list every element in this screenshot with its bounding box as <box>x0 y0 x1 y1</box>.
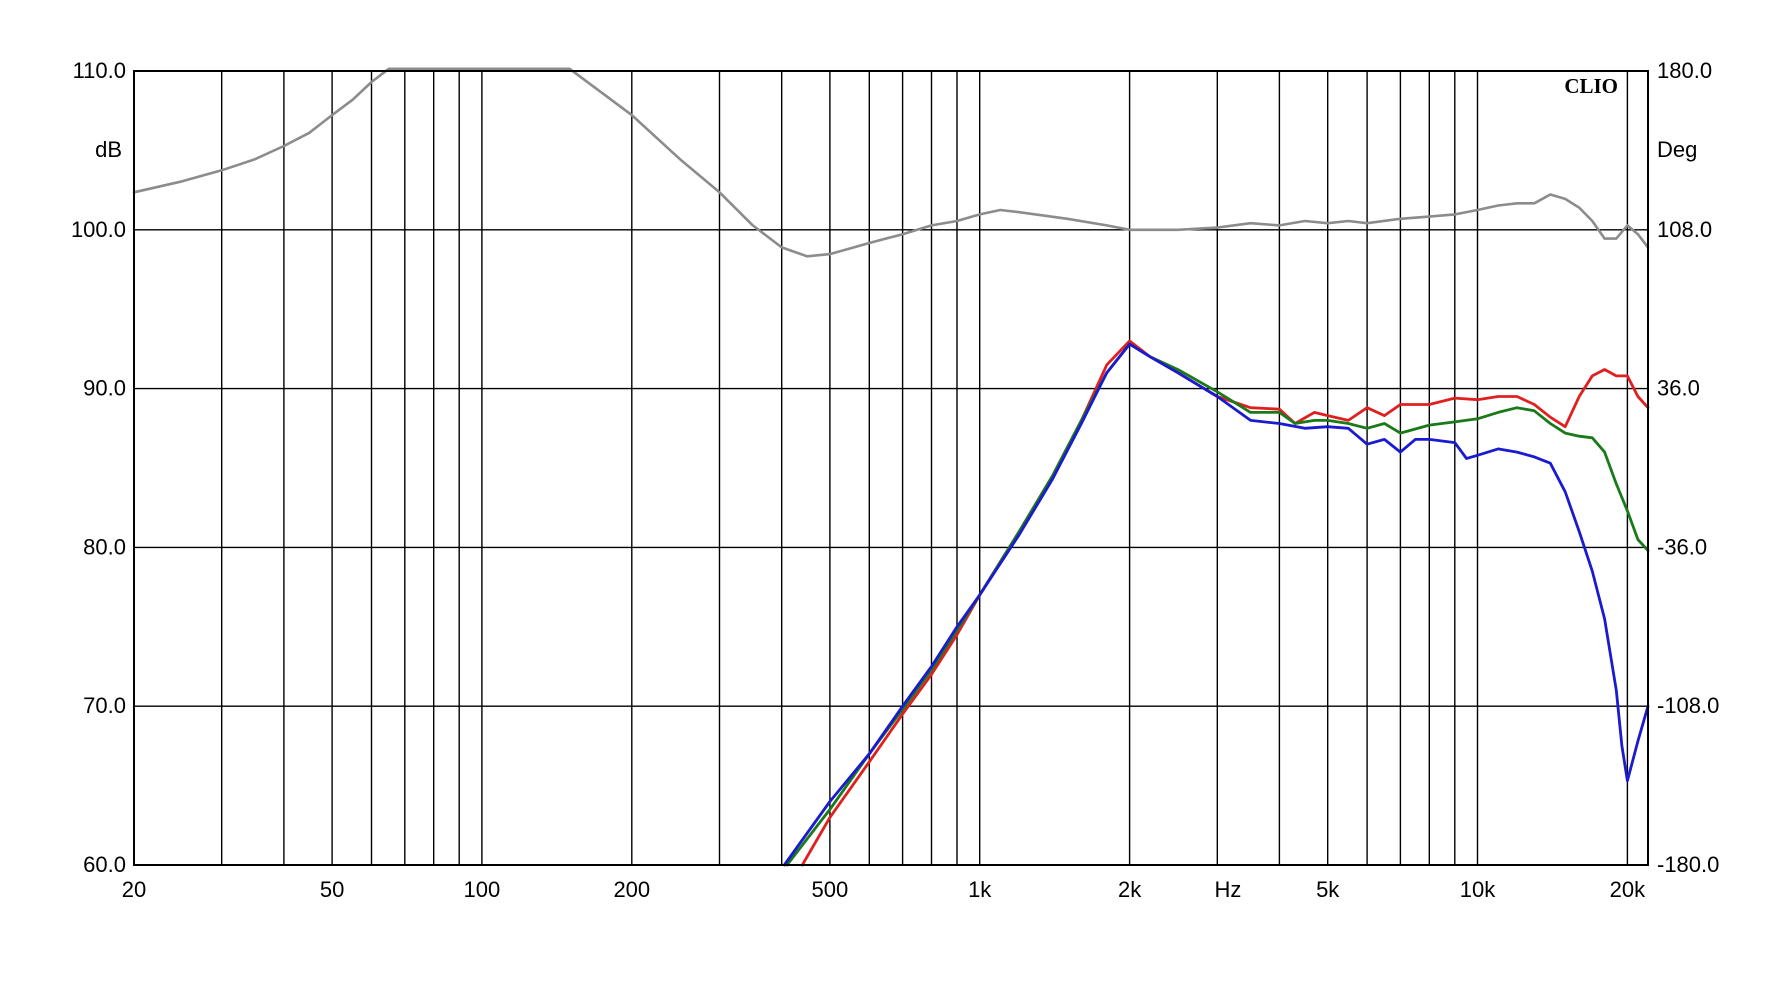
y-left-tick-label: 110.0 <box>73 58 126 83</box>
y-right-tick-label: 36.0 <box>1657 376 1700 401</box>
y-right-tick-label: -36.0 <box>1657 534 1707 559</box>
y-left-tick-label: 100.0 <box>71 217 126 242</box>
y-left-tick-label: 90.0 <box>83 376 126 401</box>
x-tick-label: 20k <box>1610 877 1646 902</box>
x-tick-label: 10k <box>1460 877 1496 902</box>
x-tick-label: 5k <box>1316 877 1340 902</box>
series-group <box>132 67 1650 867</box>
y-left-tick-label: 70.0 <box>83 693 126 718</box>
y-left-unit-label: dB <box>95 137 122 162</box>
y-right-tick-label: 108.0 <box>1657 217 1712 242</box>
x-tick-label: 500 <box>812 877 849 902</box>
y-left-tick-label: 80.0 <box>83 534 126 559</box>
x-tick-label: 2k <box>1118 877 1142 902</box>
y-right-unit-label: Deg <box>1657 137 1697 162</box>
grid <box>133 70 1649 866</box>
series-line-phase <box>132 67 1650 258</box>
x-tick-label: 50 <box>320 877 344 902</box>
y-left-tick-label: 60.0 <box>83 852 126 877</box>
plot-frame <box>133 70 1649 866</box>
x-tick-label: 20 <box>122 877 146 902</box>
x-tick-label: 1k <box>968 877 992 902</box>
x-tick-label: 100 <box>464 877 501 902</box>
x-tick-label: 200 <box>613 877 650 902</box>
tick-labels: 20 50 100 200 500 1k 2k 5k 10k 20k 60.0 70.0 80.0 90.… <box>71 58 1719 902</box>
x-unit-label: Hz <box>1215 877 1242 902</box>
y-right-tick-label: -108.0 <box>1657 693 1719 718</box>
y-right-tick-label: 180.0 <box>1657 58 1712 83</box>
clio-logo: CLIO <box>1564 74 1618 98</box>
y-right-tick-label: -180.0 <box>1657 852 1719 877</box>
series-line-blue <box>782 342 1650 867</box>
